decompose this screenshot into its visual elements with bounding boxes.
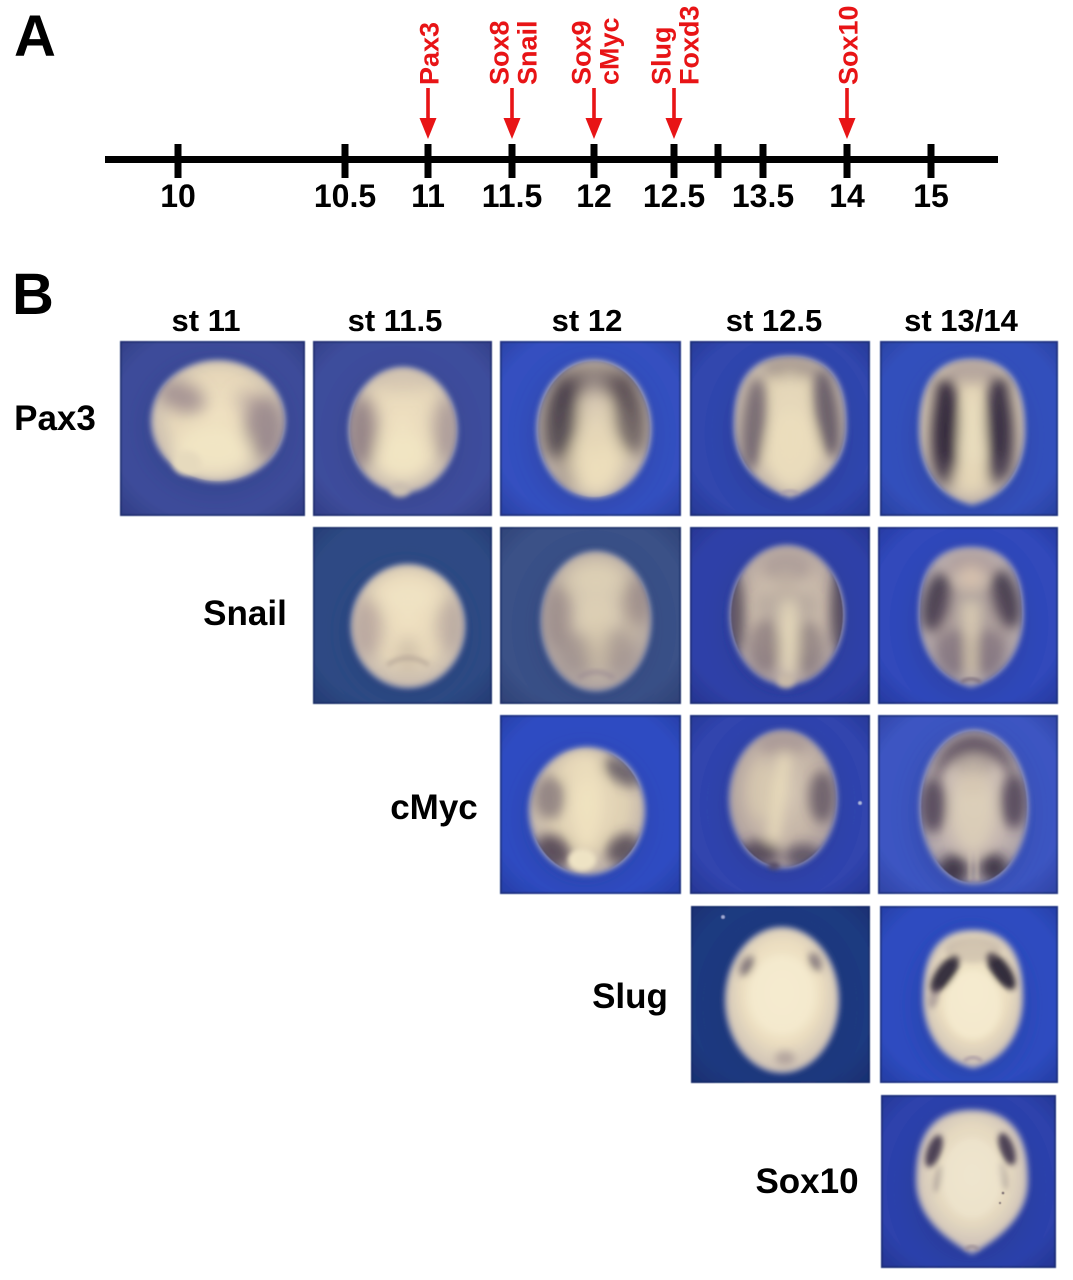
- svg-text:Snail: Snail: [203, 594, 287, 633]
- svg-text:15: 15: [913, 178, 949, 214]
- svg-text:st 11.5: st 11.5: [348, 303, 443, 338]
- svg-text:10: 10: [160, 178, 196, 214]
- svg-text:Snail: Snail: [513, 20, 543, 85]
- svg-text:st 11: st 11: [172, 303, 241, 338]
- svg-text:Sox9: Sox9: [567, 20, 597, 85]
- svg-text:13.5: 13.5: [732, 178, 794, 214]
- svg-text:11: 11: [411, 178, 445, 214]
- svg-text:A: A: [14, 4, 56, 69]
- svg-text:Foxd3: Foxd3: [675, 5, 705, 85]
- svg-text:cMyc: cMyc: [595, 17, 625, 85]
- svg-text:st 13/14: st 13/14: [904, 303, 1019, 338]
- svg-text:Sox10: Sox10: [755, 1162, 858, 1201]
- svg-text:10.5: 10.5: [314, 178, 376, 214]
- svg-text:Slug: Slug: [592, 977, 668, 1016]
- svg-text:B: B: [12, 262, 54, 327]
- svg-text:14: 14: [829, 178, 865, 214]
- svg-text:Sox10: Sox10: [834, 5, 864, 85]
- svg-text:st 12: st 12: [552, 303, 623, 338]
- svg-text:12.5: 12.5: [643, 178, 705, 214]
- svg-text:cMyc: cMyc: [390, 788, 478, 827]
- svg-text:Sox8: Sox8: [485, 20, 515, 85]
- svg-text:Pax3: Pax3: [14, 399, 96, 438]
- svg-text:Pax3: Pax3: [415, 22, 445, 85]
- svg-text:12: 12: [576, 178, 612, 214]
- svg-text:Slug: Slug: [647, 27, 677, 86]
- svg-text:11.5: 11.5: [482, 178, 543, 214]
- svg-text:st 12.5: st 12.5: [726, 303, 823, 338]
